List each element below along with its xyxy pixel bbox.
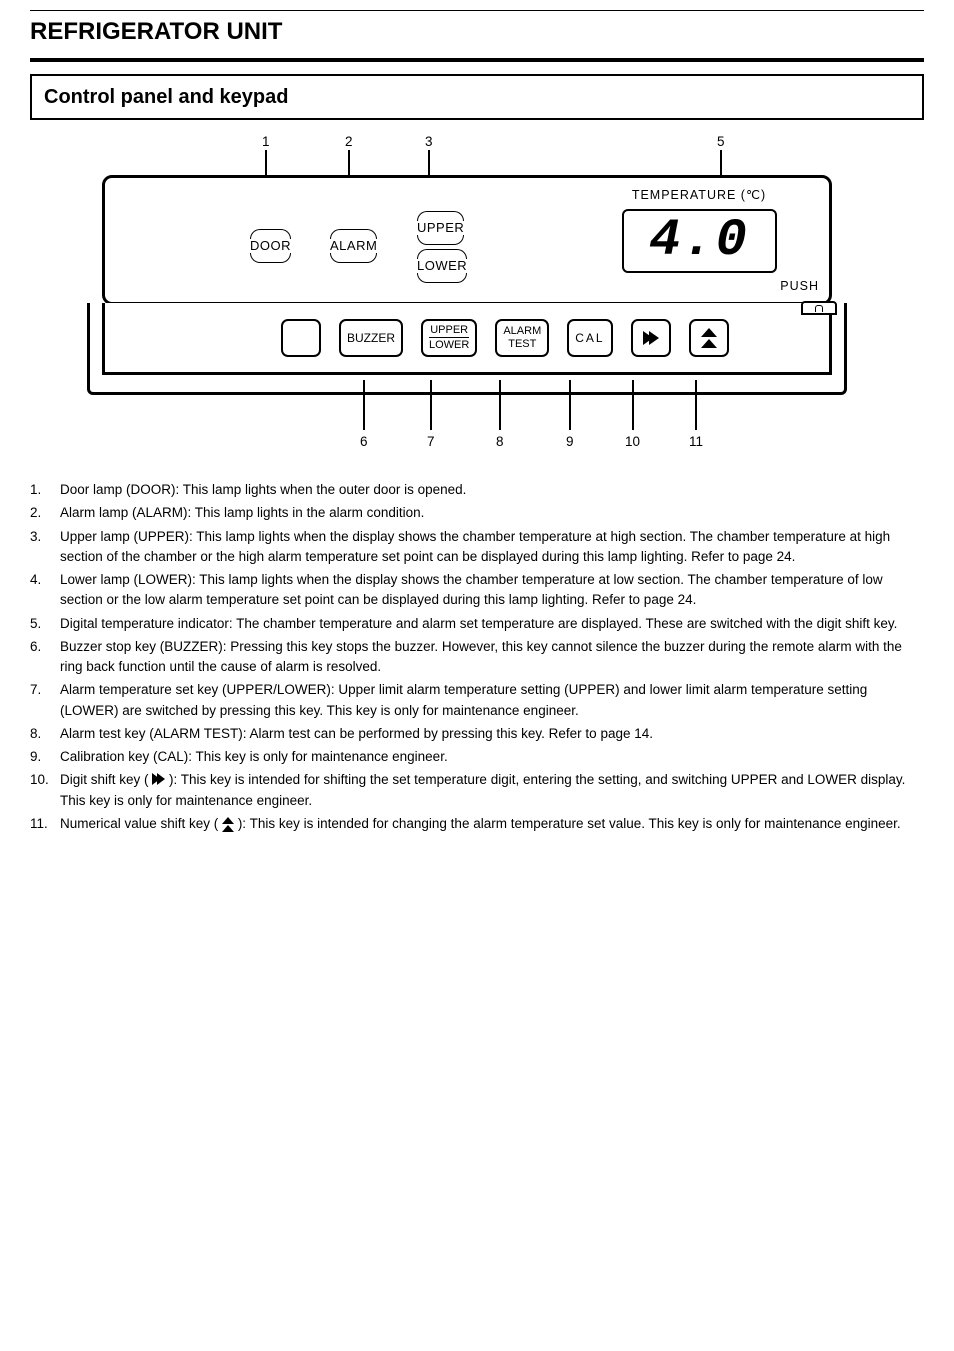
section-title: REFRIGERATOR UNIT: [30, 14, 924, 50]
legend-1: Door lamp (DOOR): This lamp lights when …: [60, 480, 924, 500]
pointer-11-label: 11: [689, 432, 703, 452]
legend-list: 1.Door lamp (DOOR): This lamp lights whe…: [30, 480, 924, 834]
legend-8: Alarm test key (ALARM TEST): Alarm test …: [60, 724, 924, 744]
legend-2: Alarm lamp (ALARM): This lamp lights in …: [60, 503, 924, 523]
temperature-display: 4.0: [622, 209, 777, 273]
alarm-lamp: ALARM: [330, 236, 377, 256]
lower-lamp: LOWER: [417, 256, 467, 276]
legend-9: Calibration key (CAL): This key is only …: [60, 747, 924, 767]
push-label: PUSH: [780, 277, 819, 296]
display-panel: DOOR ALARM UPPER LOWER TEMPERATURE (℃) 4…: [102, 175, 832, 305]
pointer-9-label: 9: [566, 432, 574, 452]
legend-11: Numerical value shift key ( ): This key …: [60, 814, 924, 834]
legend-7: Alarm temperature set key (UPPER/LOWER):…: [60, 680, 924, 721]
temperature-value: 4.0: [634, 215, 765, 267]
value-shift-button[interactable]: [689, 319, 729, 357]
legend-4: Lower lamp (LOWER): This lamp lights whe…: [60, 570, 924, 611]
upper-lower-button[interactable]: UPPER LOWER: [421, 319, 477, 357]
upper-lamp: UPPER: [417, 218, 464, 238]
push-tab[interactable]: [801, 301, 837, 315]
subsection-title: Control panel and keypad: [30, 74, 924, 120]
digit-shift-button[interactable]: [631, 319, 671, 357]
legend-5: Digital temperature indicator: The chamb…: [60, 614, 924, 634]
cal-button[interactable]: CAL: [567, 319, 612, 357]
pointer-10-label: 10: [625, 432, 640, 452]
alarm-test-button[interactable]: ALARM TEST: [495, 319, 549, 357]
legend-6: Buzzer stop key (BUZZER): Pressing this …: [60, 637, 924, 678]
pointer-6-label: 6: [360, 432, 368, 452]
legend-10: Digit shift key ( ): This key is intende…: [60, 770, 924, 811]
pointer-8-label: 8: [496, 432, 504, 452]
legend-3: Upper lamp (UPPER): This lamp lights whe…: [60, 527, 924, 568]
button-row: BUZZER UPPER LOWER ALARM TEST CAL: [102, 303, 832, 375]
pointer-7-label: 7: [427, 432, 435, 452]
buzzer-button[interactable]: BUZZER: [339, 319, 403, 357]
door-lamp: DOOR: [250, 236, 291, 256]
control-panel-figure: 1 2 3 5 4 DOOR ALARM UPPER LOWER TEMPERA…: [67, 140, 887, 460]
blank-button[interactable]: [281, 319, 321, 357]
temperature-label: TEMPERATURE (℃): [589, 186, 809, 205]
